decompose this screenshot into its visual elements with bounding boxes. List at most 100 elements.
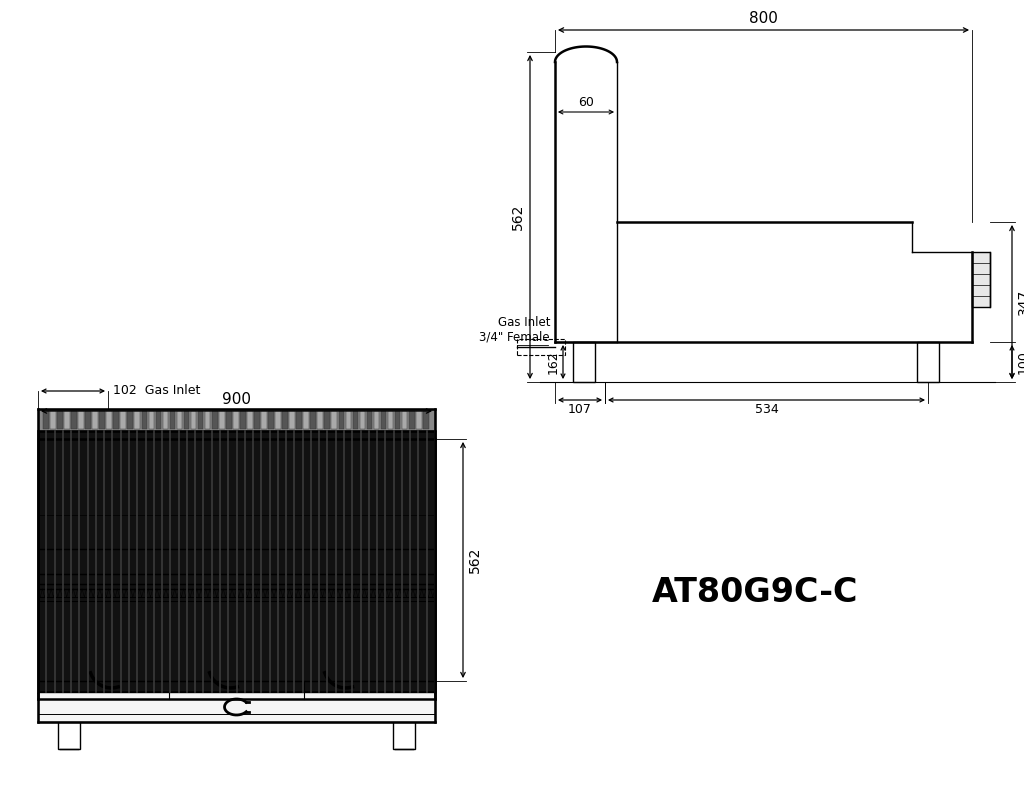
Polygon shape <box>250 589 254 597</box>
Polygon shape <box>382 589 386 597</box>
Bar <box>71 411 77 429</box>
Polygon shape <box>91 589 95 597</box>
Bar <box>134 411 140 429</box>
Bar <box>918 342 939 382</box>
Polygon shape <box>55 589 60 597</box>
Bar <box>381 411 386 429</box>
Bar <box>367 515 372 529</box>
Bar <box>409 411 415 429</box>
Bar <box>388 411 393 429</box>
Bar <box>38 515 43 529</box>
Polygon shape <box>219 589 223 597</box>
Polygon shape <box>263 589 267 597</box>
Polygon shape <box>378 589 382 597</box>
Text: 100: 100 <box>1017 350 1024 374</box>
Bar <box>150 515 155 529</box>
Polygon shape <box>294 589 298 597</box>
Bar <box>219 411 224 429</box>
Bar <box>369 604 379 612</box>
Polygon shape <box>51 589 55 597</box>
Bar <box>87 515 92 529</box>
Bar <box>164 515 169 529</box>
Polygon shape <box>153 589 157 597</box>
Bar <box>268 411 273 429</box>
Polygon shape <box>166 589 170 597</box>
Bar <box>73 515 78 529</box>
Text: 60: 60 <box>579 96 594 109</box>
Polygon shape <box>60 589 65 597</box>
Bar <box>296 411 302 429</box>
Bar <box>339 515 344 529</box>
Bar <box>395 515 400 529</box>
Bar <box>106 411 112 429</box>
Polygon shape <box>321 589 325 597</box>
Bar <box>48 604 58 612</box>
Bar <box>50 411 55 429</box>
Bar <box>283 515 288 529</box>
Bar <box>353 515 358 529</box>
Polygon shape <box>232 589 237 597</box>
Bar <box>388 515 393 529</box>
Polygon shape <box>201 589 206 597</box>
Text: 347: 347 <box>1017 289 1024 315</box>
Polygon shape <box>404 589 409 597</box>
Bar <box>38 681 435 699</box>
Bar <box>415 604 425 612</box>
Bar <box>303 411 309 429</box>
Polygon shape <box>334 589 338 597</box>
Bar <box>114 411 119 429</box>
Bar <box>297 515 302 529</box>
Circle shape <box>91 646 131 686</box>
Bar <box>254 411 260 429</box>
Polygon shape <box>179 589 183 597</box>
Text: AT80G9C-C: AT80G9C-C <box>651 576 858 608</box>
Bar <box>324 604 333 612</box>
Polygon shape <box>267 589 271 597</box>
Circle shape <box>318 639 373 693</box>
Bar <box>248 515 253 529</box>
Polygon shape <box>104 589 109 597</box>
Polygon shape <box>281 589 285 597</box>
Polygon shape <box>311 589 315 597</box>
Polygon shape <box>258 589 263 597</box>
Bar <box>163 411 168 429</box>
Bar <box>170 411 175 429</box>
Bar <box>317 411 323 429</box>
Polygon shape <box>197 589 201 597</box>
Bar <box>423 411 429 429</box>
Polygon shape <box>399 589 404 597</box>
Bar <box>269 515 274 529</box>
Bar <box>234 515 239 529</box>
Bar <box>233 411 239 429</box>
Circle shape <box>146 667 161 681</box>
Bar <box>38 529 435 549</box>
Circle shape <box>265 667 280 681</box>
Bar <box>304 515 309 529</box>
Bar <box>121 411 126 429</box>
Bar <box>45 515 50 529</box>
Polygon shape <box>246 589 250 597</box>
Bar <box>178 515 183 529</box>
Polygon shape <box>69 589 74 597</box>
Bar <box>38 431 435 692</box>
Bar <box>220 515 225 529</box>
Bar <box>141 411 147 429</box>
Bar <box>278 604 288 612</box>
Bar <box>240 411 246 429</box>
Bar <box>122 515 127 529</box>
Bar <box>289 411 295 429</box>
Text: 900: 900 <box>222 392 251 407</box>
Bar <box>52 515 57 529</box>
Bar <box>395 411 400 429</box>
Circle shape <box>117 642 122 646</box>
Bar <box>38 409 435 431</box>
Polygon shape <box>42 589 47 597</box>
Bar <box>127 411 133 429</box>
Polygon shape <box>430 589 435 597</box>
Text: 562: 562 <box>468 546 482 573</box>
Polygon shape <box>47 589 51 597</box>
Polygon shape <box>338 589 342 597</box>
Polygon shape <box>206 589 210 597</box>
Polygon shape <box>386 589 391 597</box>
Bar <box>212 411 217 429</box>
